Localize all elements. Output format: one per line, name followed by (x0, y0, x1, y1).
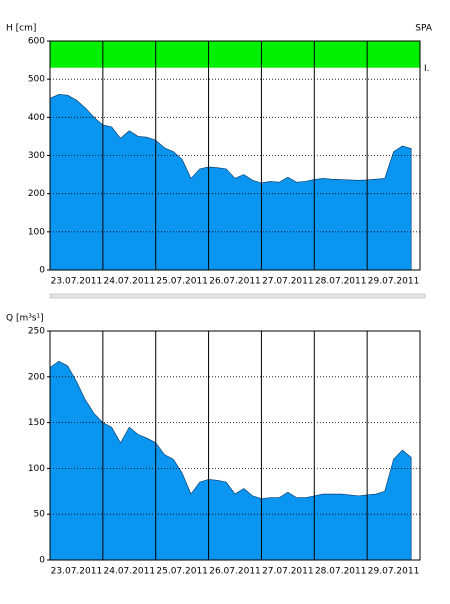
x-tick-label: 29.07.2011 (368, 277, 420, 287)
x-tick-label: 23.07.2011 (51, 567, 103, 577)
y-axis-label: H [cm] (6, 24, 36, 34)
x-tick-label: 25.07.2011 (156, 567, 208, 577)
y-tick-label: 50 (34, 510, 46, 520)
y-tick-label: 150 (28, 418, 45, 428)
x-tick-label: 24.07.2011 (104, 567, 156, 577)
y-tick-label: 0 (39, 556, 45, 566)
y-tick-label: 200 (28, 189, 45, 199)
area (49, 360, 412, 561)
x-tick-label: 27.07.2011 (262, 567, 314, 577)
y-axis-label: Q [m³s¹] (6, 314, 44, 324)
x-tick-label: 27.07.2011 (262, 277, 314, 287)
y-tick-label: 300 (28, 151, 45, 161)
y-tick-label: 0 (39, 266, 45, 276)
y-tick-label: 200 (28, 372, 45, 382)
x-tick-label: 24.07.2011 (104, 277, 156, 287)
y-tick-label: 100 (28, 227, 45, 237)
threshold-band (50, 41, 420, 68)
x-tick-label: 26.07.2011 (209, 277, 261, 287)
threshold-label: I. (424, 64, 430, 74)
area (49, 94, 412, 271)
annotation: SPA (415, 24, 433, 34)
plot-frame (49, 330, 421, 561)
y-tick-label: 250 (28, 327, 45, 337)
x-tick-label: 25.07.2011 (156, 277, 208, 287)
x-tick-label: 29.07.2011 (368, 567, 420, 577)
y-tick-label: 100 (28, 464, 45, 474)
divider (49, 293, 426, 299)
y-tick-label: 600 (28, 37, 45, 47)
y-tick-label: 400 (28, 113, 45, 123)
x-tick-label: 28.07.2011 (315, 277, 367, 287)
x-tick-label: 26.07.2011 (209, 567, 261, 577)
x-tick-label: 28.07.2011 (315, 567, 367, 577)
plot-frame (49, 40, 421, 271)
y-tick-label: 500 (28, 75, 45, 85)
x-tick-label: 23.07.2011 (51, 277, 103, 287)
